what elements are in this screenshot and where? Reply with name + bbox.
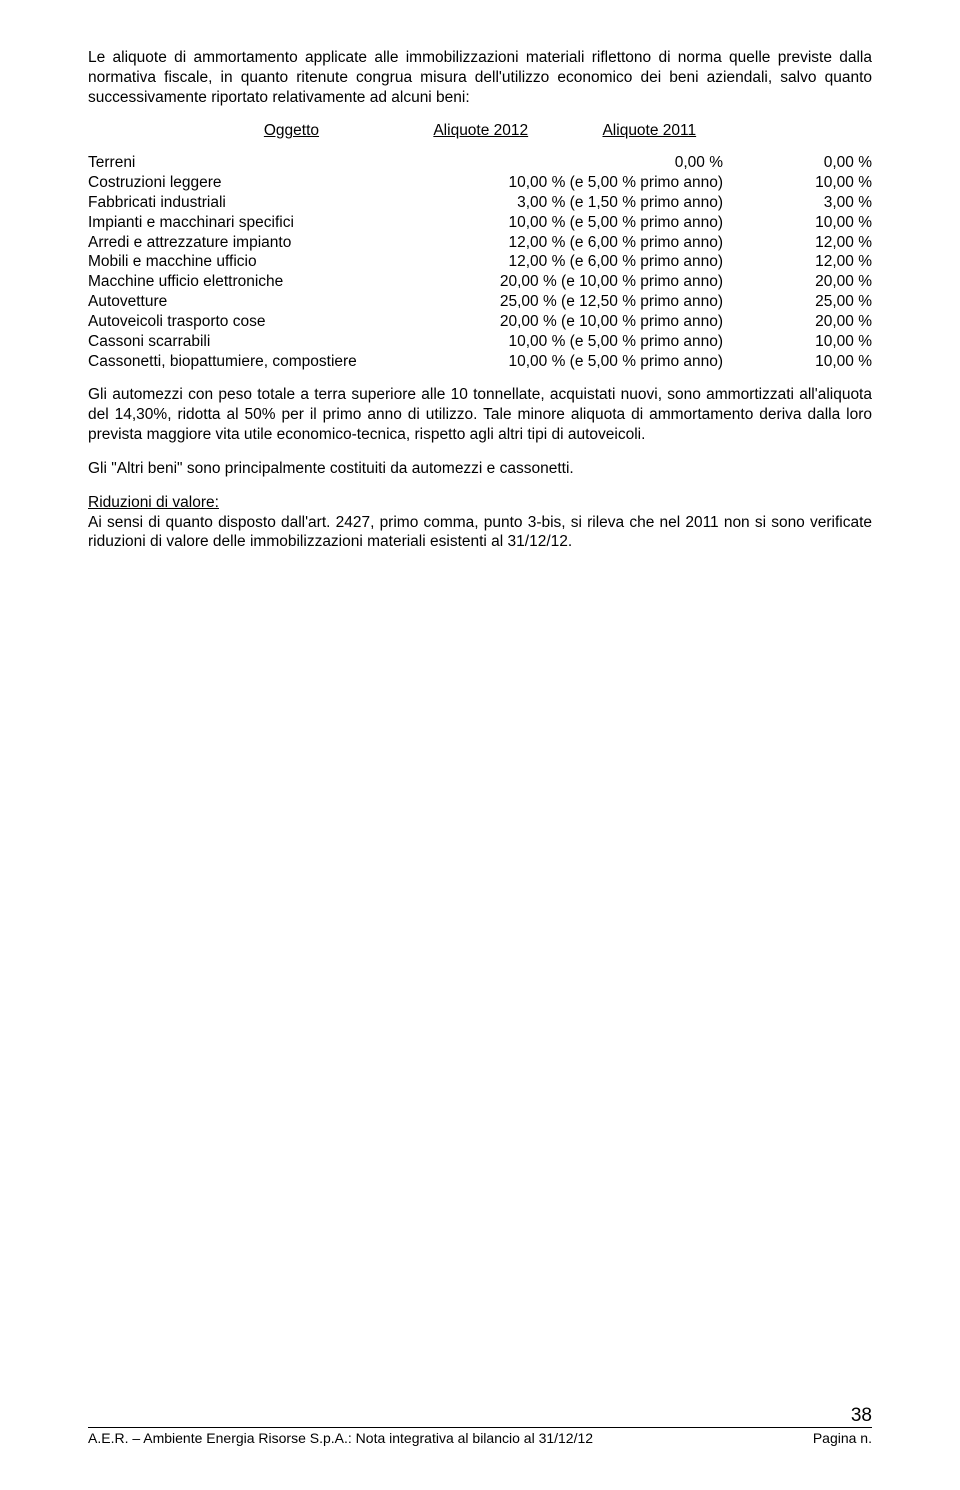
row-label: Costruzioni leggere	[88, 173, 449, 193]
footer-right: Pagina n.	[813, 1430, 872, 1448]
table-row: Autoveicoli trasporto cose20,00 % (e 10,…	[88, 312, 872, 332]
row-label: Terreni	[88, 153, 449, 173]
row-2012: 3,00 % (e 1,50 % primo anno)	[449, 193, 723, 213]
row-label: Arredi e attrezzature impianto	[88, 233, 449, 253]
row-2011: 10,00 %	[723, 213, 872, 233]
row-2012: 0,00 %	[449, 153, 723, 173]
row-2012: 20,00 % (e 10,00 % primo anno)	[449, 312, 723, 332]
riduzioni-title: Riduzioni di valore:	[88, 493, 872, 513]
row-label: Autovetture	[88, 292, 449, 312]
row-label: Impianti e macchinari specifici	[88, 213, 449, 233]
table-row: Cassonetti, biopattumiere, compostiere10…	[88, 352, 872, 372]
paragraph-automezzi: Gli automezzi con peso totale a terra su…	[88, 385, 872, 444]
table-row: Cassoni scarrabili10,00 % (e 5,00 % prim…	[88, 332, 872, 352]
page-footer: A.E.R. – Ambiente Energia Risorse S.p.A.…	[88, 1427, 872, 1448]
row-2012: 20,00 % (e 10,00 % primo anno)	[449, 272, 723, 292]
table-row: Costruzioni leggere10,00 % (e 5,00 % pri…	[88, 173, 872, 193]
row-2011: 12,00 %	[723, 233, 872, 253]
row-2011: 25,00 %	[723, 292, 872, 312]
intro-paragraph: Le aliquote di ammortamento applicate al…	[88, 48, 872, 107]
row-2011: 0,00 %	[723, 153, 872, 173]
table-heading-row: Oggetto Aliquote 2012 Aliquote 2011	[88, 121, 872, 141]
table-row: Macchine ufficio elettroniche20,00 % (e …	[88, 272, 872, 292]
row-label: Cassonetti, biopattumiere, compostiere	[88, 352, 449, 372]
row-2012: 12,00 % (e 6,00 % primo anno)	[449, 233, 723, 253]
row-2012: 10,00 % (e 5,00 % primo anno)	[449, 332, 723, 352]
row-2011: 3,00 %	[723, 193, 872, 213]
row-2011: 10,00 %	[723, 352, 872, 372]
paragraph-riduzioni: Ai sensi di quanto disposto dall'art. 24…	[88, 513, 872, 553]
footer-left: A.E.R. – Ambiente Energia Risorse S.p.A.…	[88, 1430, 593, 1448]
row-label: Autoveicoli trasporto cose	[88, 312, 449, 332]
heading-2011: Aliquote 2011	[602, 121, 696, 141]
table-row: Arredi e attrezzature impianto12,00 % (e…	[88, 233, 872, 253]
row-label: Macchine ufficio elettroniche	[88, 272, 449, 292]
table-row: Autovetture25,00 % (e 12,50 % primo anno…	[88, 292, 872, 312]
row-2012: 10,00 % (e 5,00 % primo anno)	[449, 352, 723, 372]
row-2011: 10,00 %	[723, 173, 872, 193]
row-label: Fabbricati industriali	[88, 193, 449, 213]
row-label: Mobili e macchine ufficio	[88, 252, 449, 272]
row-2012: 12,00 % (e 6,00 % primo anno)	[449, 252, 723, 272]
page-number: 38	[851, 1404, 872, 1428]
table-row: Mobili e macchine ufficio12,00 % (e 6,00…	[88, 252, 872, 272]
row-2011: 12,00 %	[723, 252, 872, 272]
table-row: Fabbricati industriali3,00 % (e 1,50 % p…	[88, 193, 872, 213]
row-2012: 10,00 % (e 5,00 % primo anno)	[449, 173, 723, 193]
row-label: Cassoni scarrabili	[88, 332, 449, 352]
paragraph-altri-beni: Gli "Altri beni" sono principalmente cos…	[88, 459, 872, 479]
row-2012: 25,00 % (e 12,50 % primo anno)	[449, 292, 723, 312]
row-2011: 20,00 %	[723, 312, 872, 332]
row-2011: 20,00 %	[723, 272, 872, 292]
rates-table: Terreni0,00 %0,00 % Costruzioni leggere1…	[88, 153, 872, 371]
table-row: Terreni0,00 %0,00 %	[88, 153, 872, 173]
heading-2012: Aliquote 2012	[433, 121, 528, 141]
row-2012: 10,00 % (e 5,00 % primo anno)	[449, 213, 723, 233]
table-row: Impianti e macchinari specifici10,00 % (…	[88, 213, 872, 233]
row-2011: 10,00 %	[723, 332, 872, 352]
heading-oggetto: Oggetto	[264, 121, 319, 141]
